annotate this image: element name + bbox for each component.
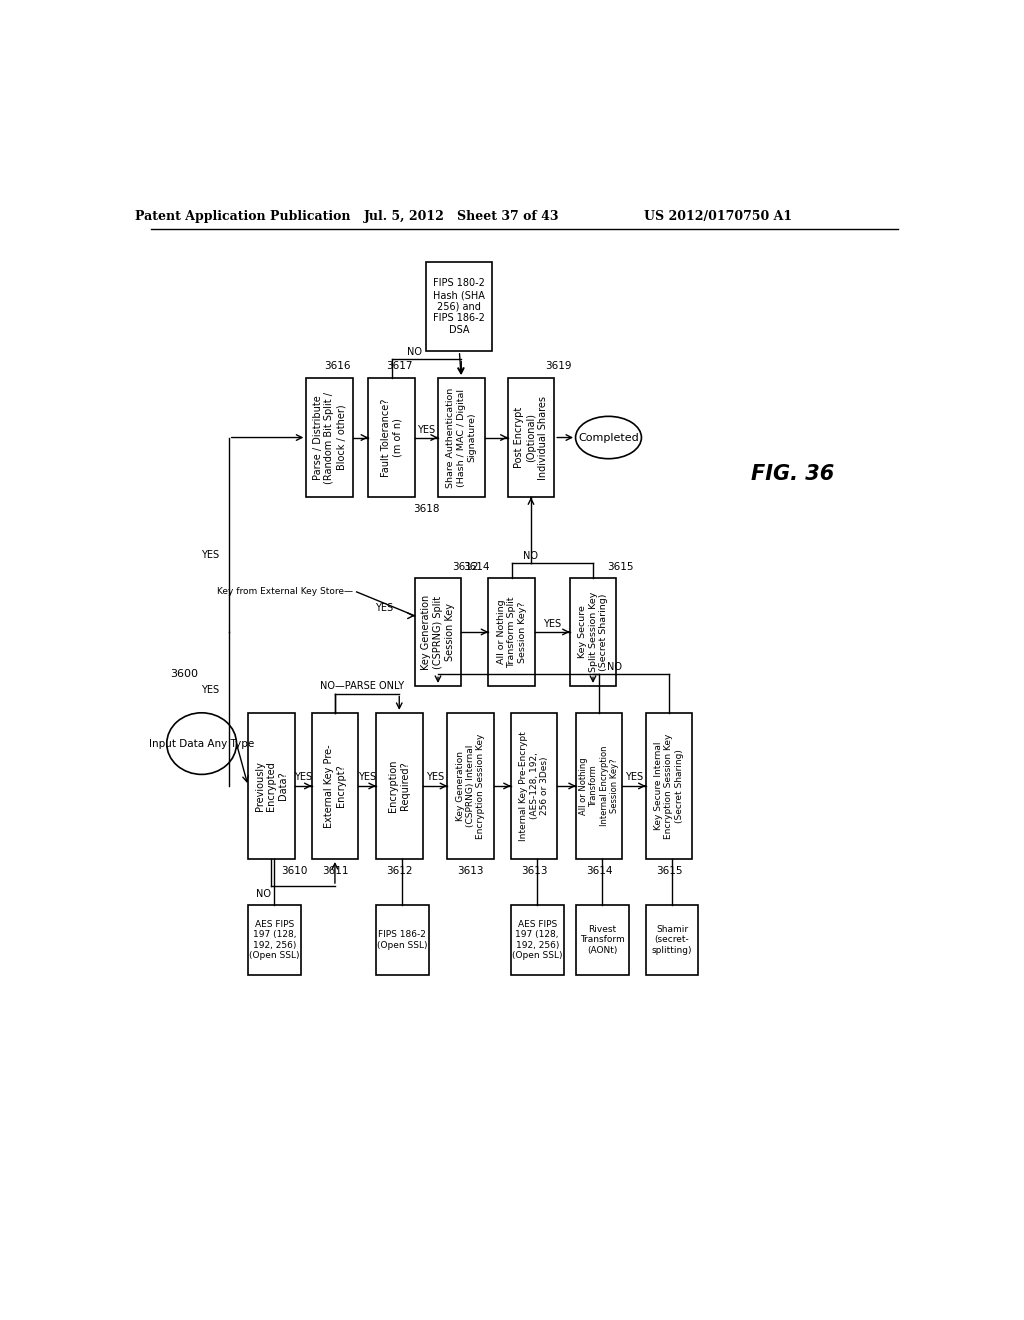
Text: 3618: 3618 — [413, 504, 439, 513]
Text: 3611: 3611 — [322, 866, 348, 875]
Text: FIPS 186-2
(Open SSL): FIPS 186-2 (Open SSL) — [377, 931, 428, 949]
FancyBboxPatch shape — [311, 713, 358, 859]
FancyBboxPatch shape — [508, 378, 554, 498]
Text: YES: YES — [294, 772, 312, 781]
FancyBboxPatch shape — [575, 713, 623, 859]
FancyBboxPatch shape — [415, 578, 461, 686]
Text: 3619: 3619 — [545, 362, 571, 371]
Text: 3613: 3613 — [521, 866, 548, 875]
Text: YES: YES — [202, 550, 219, 560]
FancyBboxPatch shape — [306, 378, 352, 498]
FancyBboxPatch shape — [438, 378, 484, 498]
Text: YES: YES — [375, 603, 393, 612]
Text: YES: YES — [202, 685, 219, 694]
FancyBboxPatch shape — [575, 906, 629, 974]
FancyBboxPatch shape — [511, 713, 557, 859]
Text: YES: YES — [544, 619, 561, 630]
Text: Key Secure Internal
Encryption Session Key
(Secret Sharing): Key Secure Internal Encryption Session K… — [654, 734, 684, 838]
FancyBboxPatch shape — [646, 906, 698, 974]
Text: US 2012/0170750 A1: US 2012/0170750 A1 — [644, 210, 793, 223]
Text: Key Generation
(CSPRNG) Internal
Encryption Session Key: Key Generation (CSPRNG) Internal Encrypt… — [456, 734, 485, 838]
Text: NO—PARSE ONLY: NO—PARSE ONLY — [319, 681, 404, 690]
FancyBboxPatch shape — [569, 578, 616, 686]
Text: NO: NO — [607, 661, 623, 672]
Text: NO: NO — [523, 552, 539, 561]
Text: Input Data Any Type: Input Data Any Type — [150, 739, 254, 748]
Text: FIG. 36: FIG. 36 — [752, 465, 835, 484]
FancyBboxPatch shape — [376, 906, 429, 974]
Text: 3612: 3612 — [386, 866, 413, 875]
Text: YES: YES — [625, 772, 643, 781]
Ellipse shape — [575, 416, 641, 459]
Text: Encryption
Required?: Encryption Required? — [388, 760, 410, 812]
Text: Previously
Encrypted
Data?: Previously Encrypted Data? — [255, 762, 288, 810]
FancyBboxPatch shape — [447, 713, 494, 859]
FancyBboxPatch shape — [248, 713, 295, 859]
Text: Key Generation
(CSPRNG) Split
Session Key: Key Generation (CSPRNG) Split Session Ke… — [422, 594, 455, 669]
FancyBboxPatch shape — [369, 378, 415, 498]
Text: Key from External Key Store—: Key from External Key Store— — [217, 587, 352, 597]
Text: 3616: 3616 — [324, 362, 350, 371]
FancyBboxPatch shape — [426, 263, 493, 351]
Text: 3617: 3617 — [386, 362, 413, 371]
Text: All or Nothing
Transform
Internal Encryption
Session Key?: All or Nothing Transform Internal Encryp… — [580, 746, 620, 826]
Text: AES FIPS
197 (128,
192, 256)
(Open SSL): AES FIPS 197 (128, 192, 256) (Open SSL) — [512, 920, 562, 960]
Text: Rivest
Transform
(AONt): Rivest Transform (AONt) — [580, 925, 625, 954]
FancyBboxPatch shape — [511, 906, 563, 974]
Ellipse shape — [167, 713, 237, 775]
Text: 3615: 3615 — [655, 866, 682, 875]
Text: NO: NO — [256, 888, 271, 899]
Text: NO: NO — [408, 347, 422, 358]
Text: Parse / Distribute
(Random Bit Split /
Block / other): Parse / Distribute (Random Bit Split / B… — [313, 392, 346, 483]
Text: 3615: 3615 — [607, 561, 634, 572]
Text: 3610: 3610 — [282, 866, 308, 875]
FancyBboxPatch shape — [646, 713, 692, 859]
FancyBboxPatch shape — [248, 906, 301, 974]
Text: Shamir
(secret-
splitting): Shamir (secret- splitting) — [652, 925, 692, 954]
Text: 3612: 3612 — [452, 561, 478, 572]
Text: AES FIPS
197 (128,
192, 256)
(Open SSL): AES FIPS 197 (128, 192, 256) (Open SSL) — [249, 920, 300, 960]
Text: 3614: 3614 — [586, 866, 612, 875]
FancyBboxPatch shape — [376, 713, 423, 859]
Text: YES: YES — [426, 772, 444, 781]
Text: 3600: 3600 — [171, 669, 199, 680]
Text: 3614: 3614 — [464, 561, 490, 572]
Text: 3613: 3613 — [458, 866, 483, 875]
Text: Fault Tolerance?
(m of n): Fault Tolerance? (m of n) — [381, 399, 402, 477]
Text: Jul. 5, 2012   Sheet 37 of 43: Jul. 5, 2012 Sheet 37 of 43 — [364, 210, 559, 223]
Text: YES: YES — [358, 772, 376, 781]
Text: Share Authentication
(Hash / MAC / Digital
Signature): Share Authentication (Hash / MAC / Digit… — [446, 387, 476, 487]
Text: Key Secure
Split Session Key
(Secret Sharing): Key Secure Split Session Key (Secret Sha… — [579, 591, 608, 672]
Text: Patent Application Publication: Patent Application Publication — [135, 210, 350, 223]
Text: All or Nothing
Transform Split
Session Key?: All or Nothing Transform Split Session K… — [497, 597, 526, 668]
Text: Post Encrypt
(Optional)
Individual Shares: Post Encrypt (Optional) Individual Share… — [514, 396, 548, 479]
Text: FIPS 180-2
Hash (SHA
256) and
FIPS 186-2
DSA: FIPS 180-2 Hash (SHA 256) and FIPS 186-2… — [433, 279, 485, 335]
Text: External Key Pre-
Encrypt?: External Key Pre- Encrypt? — [325, 744, 346, 828]
Text: YES: YES — [418, 425, 435, 434]
FancyBboxPatch shape — [488, 578, 535, 686]
Text: Completed: Completed — [579, 433, 639, 442]
Text: Internal Key Pre-Encrypt
(AES-128, 192,
256 or 3Des): Internal Key Pre-Encrypt (AES-128, 192, … — [519, 731, 549, 841]
